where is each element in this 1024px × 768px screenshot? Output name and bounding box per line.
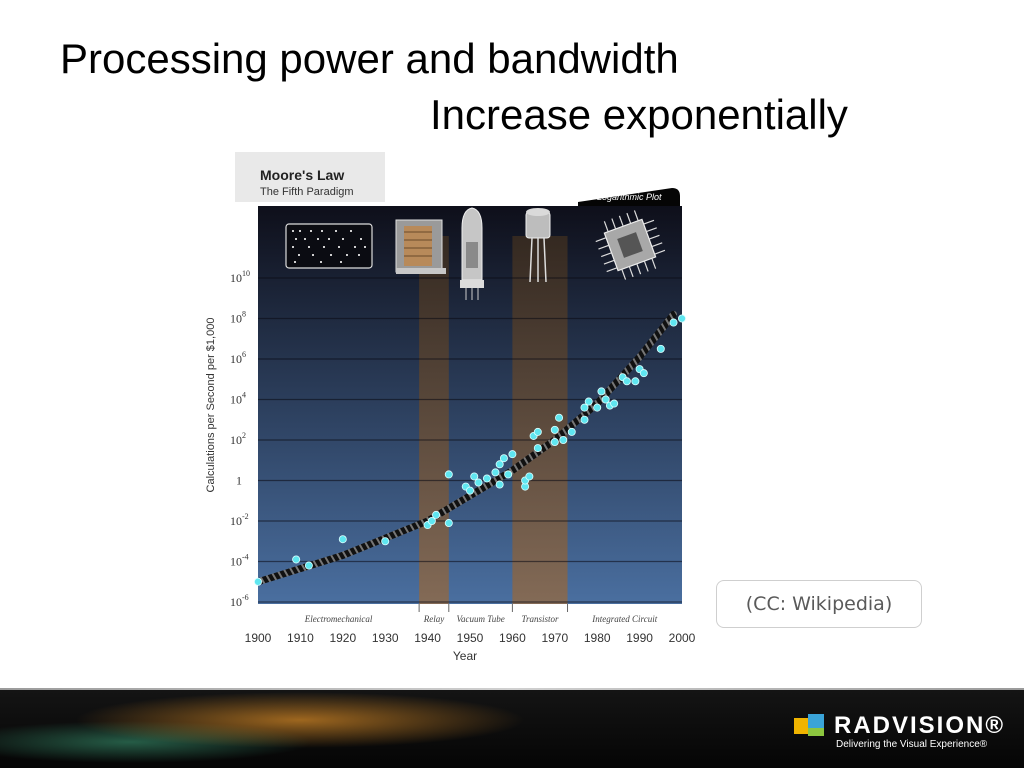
logo-name: RADVISION® bbox=[834, 712, 1006, 739]
data-point bbox=[567, 427, 576, 436]
relay-icon bbox=[395, 219, 446, 274]
chart-title: Moore's Law bbox=[260, 167, 344, 183]
era-label: Relay bbox=[423, 614, 445, 624]
era-label: Electromechanical bbox=[304, 614, 373, 624]
data-point bbox=[444, 470, 453, 479]
data-point bbox=[631, 377, 640, 386]
era-label: Integrated Circuit bbox=[591, 614, 657, 624]
log-plot-tab bbox=[578, 188, 680, 206]
data-point bbox=[474, 478, 483, 487]
y-tick-label: 10-2 bbox=[230, 512, 249, 528]
x-tick-label: 1900 bbox=[245, 631, 272, 645]
y-tick-label: 106 bbox=[230, 350, 246, 366]
data-point bbox=[465, 486, 474, 495]
x-tick-label: 2000 bbox=[669, 631, 696, 645]
trend-line bbox=[254, 310, 677, 586]
data-point bbox=[597, 387, 606, 396]
slide-title-line2: Increase exponentially bbox=[430, 91, 848, 138]
x-tick-label: 1990 bbox=[626, 631, 653, 645]
era-labels: Electromechanical Relay Vacuum Tube Transis… bbox=[304, 604, 658, 624]
data-point bbox=[639, 369, 648, 378]
data-point bbox=[504, 470, 513, 479]
data-point bbox=[677, 314, 686, 323]
x-tick-label: 1940 bbox=[414, 631, 441, 645]
y-tick-label: 1010 bbox=[230, 269, 250, 285]
x-tick-label: 1950 bbox=[457, 631, 484, 645]
credit-box: (CC: Wikipedia) bbox=[716, 580, 922, 628]
data-point bbox=[610, 399, 619, 408]
x-tick-label: 1910 bbox=[287, 631, 314, 645]
slide-title-line1: Processing power and bandwidth bbox=[60, 35, 679, 82]
data-point bbox=[580, 403, 589, 412]
x-tick-label: 1970 bbox=[541, 631, 568, 645]
data-point bbox=[508, 450, 517, 459]
y-tick-label: 108 bbox=[230, 310, 246, 326]
x-tick-label: 1920 bbox=[329, 631, 356, 645]
x-tick-label: 1980 bbox=[584, 631, 611, 645]
era-label: Vacuum Tube bbox=[456, 614, 504, 624]
data-point bbox=[559, 435, 568, 444]
y-tick-label: 1 bbox=[236, 474, 242, 488]
moores-law-chart: Moore's Law The Fifth Paradigm Logarithm… bbox=[200, 150, 700, 670]
data-point bbox=[580, 415, 589, 424]
data-point bbox=[495, 460, 504, 469]
data-point bbox=[482, 474, 491, 483]
data-point bbox=[381, 537, 390, 546]
y-axis-label: Calculations per Second per $1,000 bbox=[205, 318, 217, 493]
data-point bbox=[555, 413, 564, 422]
data-point bbox=[470, 472, 479, 481]
x-tick-label: 1930 bbox=[372, 631, 399, 645]
radvision-logo: RADVISION® Delivering the Visual Experie… bbox=[794, 712, 1006, 754]
chart-svg: Moore's Law The Fifth Paradigm Logarithm… bbox=[205, 152, 696, 663]
integrated-circuit-icon bbox=[595, 210, 666, 280]
x-axis-ticks: 1900 1910 1920 1930 1940 1950 1960 1970 1980 1990… bbox=[245, 631, 696, 645]
x-tick-label: 1960 bbox=[499, 631, 526, 645]
data-point bbox=[533, 427, 542, 436]
data-point bbox=[550, 425, 559, 434]
data-point bbox=[584, 397, 593, 406]
data-point bbox=[533, 444, 542, 453]
data-point bbox=[593, 403, 602, 412]
data-point bbox=[669, 318, 678, 327]
log-plot-label: Logarithmic Plot bbox=[597, 192, 662, 202]
data-point bbox=[550, 438, 559, 447]
y-tick-label: 104 bbox=[230, 391, 246, 407]
data-point bbox=[432, 510, 441, 519]
credit-text: (CC: Wikipedia) bbox=[745, 593, 893, 615]
vacuum-tube-icon bbox=[460, 207, 484, 300]
y-axis-ticks: 1010 108 106 104 102 1 10-2 10-4 10-6 bbox=[230, 269, 250, 609]
y-tick-label: 10-4 bbox=[230, 553, 249, 569]
data-point bbox=[444, 519, 453, 528]
era-label: Transistor bbox=[521, 614, 559, 624]
transistor-icon bbox=[525, 208, 551, 283]
data-point bbox=[304, 561, 313, 570]
footer-bar bbox=[0, 690, 1024, 768]
data-point bbox=[292, 555, 301, 564]
data-point bbox=[495, 480, 504, 489]
data-point bbox=[622, 377, 631, 386]
data-point bbox=[525, 472, 534, 481]
chart-subtitle: The Fifth Paradigm bbox=[260, 186, 354, 198]
data-point bbox=[499, 454, 508, 463]
y-tick-label: 102 bbox=[230, 431, 246, 447]
data-point bbox=[601, 395, 610, 404]
logo-mark-icon bbox=[794, 714, 826, 738]
logo-tagline: Delivering the Visual Experience® bbox=[836, 739, 988, 750]
data-point bbox=[254, 577, 263, 586]
punch-card-icon bbox=[285, 223, 373, 269]
data-point bbox=[491, 468, 500, 477]
y-tick-label: 10-6 bbox=[230, 593, 249, 609]
x-axis-label: Year bbox=[453, 649, 477, 663]
data-points bbox=[254, 314, 686, 586]
data-point bbox=[338, 535, 347, 544]
era-band-relay bbox=[419, 236, 449, 604]
data-point bbox=[656, 344, 665, 353]
chart-title-box bbox=[235, 152, 385, 202]
data-point bbox=[427, 516, 436, 525]
